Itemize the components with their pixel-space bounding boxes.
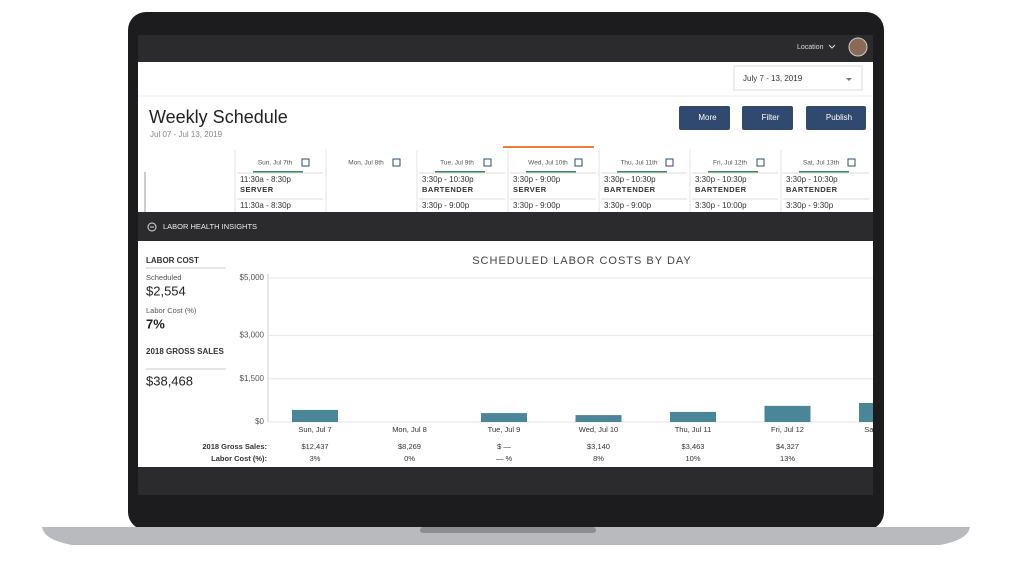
x-tick-label: Sun, Jul 7 bbox=[298, 425, 331, 434]
row-cell: $8,269 bbox=[398, 442, 421, 451]
location-menu[interactable]: Location bbox=[797, 44, 824, 51]
top-bar bbox=[138, 35, 873, 62]
shift-time: 3:30p - 10:00p bbox=[695, 201, 747, 210]
x-tick-label: Tue, Jul 9 bbox=[488, 425, 521, 434]
day-header: Tue, Jul 9th bbox=[440, 160, 474, 167]
x-tick-label: Sat, Jul 13 bbox=[864, 425, 899, 434]
date-range: July 7 - 13, 2019 bbox=[743, 74, 803, 83]
shift-role: BARTENDER bbox=[695, 185, 747, 194]
screen: Location July 7 - 13, 2019 Weekly Schedu… bbox=[138, 35, 899, 495]
shift-time: 3:30p - 9:00p bbox=[513, 201, 561, 210]
row-label: 2018 Gross Sales: bbox=[202, 442, 267, 451]
day-header: Mon, Jul 8th bbox=[348, 160, 384, 167]
shift-time: 3:30p - 9:00p bbox=[422, 201, 470, 210]
row-label: Labor Cost (%): bbox=[211, 454, 267, 463]
y-tick-label: $5,000 bbox=[240, 273, 265, 282]
bar bbox=[575, 415, 622, 422]
button[interactable] bbox=[742, 106, 793, 130]
bottom-bar bbox=[138, 467, 873, 495]
caret bbox=[846, 78, 852, 81]
insights-title: LABOR HEALTH INSIGHTS bbox=[163, 222, 257, 231]
collapse-icon bbox=[147, 222, 157, 232]
row-cell: $12,437 bbox=[301, 442, 328, 451]
row-cell: 3% bbox=[310, 454, 321, 463]
shift-time: 11:30a - 8:30p bbox=[240, 175, 292, 184]
chart-title: SCHEDULED LABOR COSTS BY DAY bbox=[472, 255, 692, 267]
shift-role: BARTENDER bbox=[422, 185, 474, 194]
bar bbox=[859, 402, 873, 422]
bar bbox=[764, 405, 811, 422]
y-tick-label: $0 bbox=[255, 417, 264, 426]
edit-icon bbox=[483, 158, 492, 167]
row-cell: 13% bbox=[780, 454, 795, 463]
shift-time: 3:30p - 10:30p bbox=[695, 175, 747, 184]
row-cell: $ — bbox=[497, 442, 511, 451]
insights-bar[interactable] bbox=[138, 212, 873, 241]
y-tick-label: $3,000 bbox=[240, 331, 265, 340]
x-tick-label: Mon, Jul 8 bbox=[392, 425, 427, 434]
scheduled-label: Scheduled bbox=[146, 273, 181, 282]
shift-time: 3:30p - 10:30p bbox=[786, 175, 838, 184]
day-header: Thu, Jul 11th bbox=[620, 160, 657, 167]
x-tick-label: Wed, Jul 10 bbox=[579, 425, 618, 434]
button[interactable] bbox=[679, 106, 730, 130]
edit-icon bbox=[665, 158, 674, 167]
page-subtitle: Jul 07 - Jul 13, 2019 bbox=[150, 130, 223, 139]
bar bbox=[292, 409, 338, 422]
row-cell: 8% bbox=[593, 454, 604, 463]
pct-value: 7% bbox=[146, 316, 165, 331]
x-tick-label: Fri, Jul 12 bbox=[771, 425, 804, 434]
day-header: Sat, Jul 13th bbox=[803, 160, 840, 167]
notch bbox=[420, 527, 596, 533]
edit-icon bbox=[392, 158, 401, 167]
row-cell: $3,140 bbox=[587, 442, 610, 451]
edit-icon bbox=[574, 158, 583, 167]
shift-role: BARTENDER bbox=[786, 185, 838, 194]
row-cell: $3,463 bbox=[682, 442, 705, 451]
day-header: Fri, Jul 12th bbox=[713, 160, 747, 167]
button-label: Publish bbox=[826, 113, 852, 122]
avatar[interactable] bbox=[848, 37, 868, 57]
chevron bbox=[828, 44, 836, 49]
shift-time: 3:30p - 9:00p bbox=[513, 175, 561, 184]
shift-role: SERVER bbox=[240, 185, 274, 194]
shift-time: 11:30a - 8:30p bbox=[240, 201, 292, 210]
row-cell: $4,327 bbox=[776, 442, 799, 451]
shift-role: SERVER bbox=[513, 185, 547, 194]
edit-icon bbox=[756, 158, 765, 167]
row-cell: 0% bbox=[404, 454, 415, 463]
x-tick-label: Thu, Jul 11 bbox=[675, 425, 712, 434]
pct-label: Labor Cost (%) bbox=[146, 306, 197, 315]
shift-role: BARTENDER bbox=[604, 185, 656, 194]
day-header: Wed, Jul 10th bbox=[528, 160, 568, 167]
button-label: More bbox=[698, 113, 717, 122]
bar bbox=[481, 413, 527, 422]
labor-cost-heading: LABOR COST bbox=[146, 256, 199, 265]
bar bbox=[670, 411, 716, 422]
page-title: Weekly Schedule bbox=[149, 107, 288, 127]
edit-icon bbox=[301, 158, 310, 167]
shift-time: 3:30p - 10:30p bbox=[604, 175, 656, 184]
button-label: Filter bbox=[762, 113, 780, 122]
shift-time: 3:30p - 9:30p bbox=[786, 201, 834, 210]
shift-time: 3:30p - 9:00p bbox=[604, 201, 652, 210]
sales-heading: 2018 GROSS SALES bbox=[146, 347, 224, 356]
scheduled-value: $2,554 bbox=[146, 283, 186, 298]
button[interactable] bbox=[806, 106, 866, 130]
date-picker[interactable] bbox=[733, 65, 863, 91]
row-cell: 10% bbox=[685, 454, 700, 463]
y-tick-label: $1,500 bbox=[240, 374, 265, 383]
shift-time: 3:30p - 10:30p bbox=[422, 175, 474, 184]
sales-value: $38,468 bbox=[146, 373, 193, 388]
row-cell: — % bbox=[496, 454, 513, 463]
laptop-base bbox=[42, 527, 970, 545]
edit-icon bbox=[847, 158, 856, 167]
day-header: Sun, Jul 7th bbox=[258, 160, 293, 167]
